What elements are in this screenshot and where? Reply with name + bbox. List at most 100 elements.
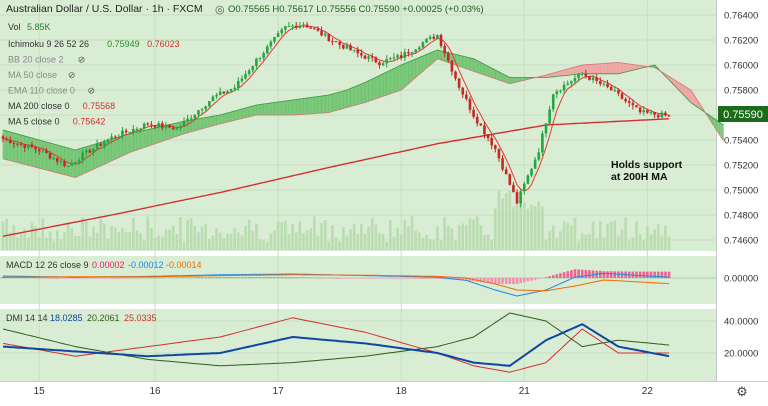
candles[interactable] bbox=[1, 21, 671, 208]
volume-bar bbox=[389, 220, 392, 250]
dmi-tick-label: 20.0000 bbox=[724, 349, 758, 360]
chart-title: Australian Dollar / U.S. Dollar · 1h · F… bbox=[6, 3, 203, 15]
candle-body bbox=[595, 77, 598, 81]
cloud-segment bbox=[140, 130, 145, 150]
candle-body bbox=[294, 25, 298, 28]
volume-bar bbox=[273, 230, 276, 250]
macd-histogram-bar bbox=[157, 277, 160, 279]
candle-body bbox=[494, 145, 497, 149]
volume-bar bbox=[392, 236, 396, 250]
volume-bar bbox=[562, 221, 566, 250]
candle-body bbox=[649, 112, 653, 114]
macd-histogram-bar bbox=[439, 278, 443, 279]
macd-histogram-bar bbox=[88, 278, 92, 279]
macd-histogram-bar bbox=[48, 277, 52, 279]
macd-histogram-bar bbox=[153, 277, 157, 279]
volume-bar bbox=[519, 197, 522, 250]
volume-bar bbox=[559, 231, 562, 250]
cloud-segment bbox=[581, 64, 587, 75]
volume-bar bbox=[218, 232, 222, 250]
candle-body bbox=[45, 150, 48, 154]
volume-bar bbox=[667, 236, 671, 250]
candle-body bbox=[461, 87, 465, 95]
macd-histogram-bar bbox=[175, 277, 179, 278]
volume-bar bbox=[566, 222, 570, 250]
candle-body bbox=[584, 73, 588, 77]
cloud-segment bbox=[607, 62, 612, 75]
macd-histogram-bar bbox=[570, 270, 573, 278]
macd-histogram-bar bbox=[95, 278, 99, 279]
candle-body bbox=[620, 93, 624, 99]
volume-bar bbox=[305, 230, 309, 250]
indicator-legend[interactable]: Ichimoku 9 26 52 26 0.75949 0.76023 BB 20 c… bbox=[8, 39, 180, 127]
volume-bar bbox=[171, 225, 175, 250]
macd-histogram-bar bbox=[667, 271, 671, 278]
dmi-label[interactable]: DMI 14 14 bbox=[6, 313, 48, 323]
cloud-segment bbox=[625, 63, 630, 73]
cloud-segment bbox=[314, 96, 319, 114]
macd-histogram-bar bbox=[84, 278, 88, 279]
candle-body bbox=[280, 29, 284, 34]
volume-bar bbox=[37, 237, 41, 250]
macd-histogram-bar bbox=[566, 271, 570, 278]
candle-body bbox=[316, 28, 320, 31]
macd-histogram-bar bbox=[649, 271, 653, 278]
volume-bar bbox=[407, 226, 410, 250]
cloud-segment bbox=[589, 63, 594, 75]
candle-body bbox=[537, 152, 541, 160]
candle-body bbox=[16, 143, 19, 145]
volume-bar bbox=[609, 221, 613, 250]
volume-bar bbox=[74, 235, 77, 250]
volume-bar bbox=[113, 227, 117, 250]
eye-icon[interactable]: ◎ bbox=[215, 4, 225, 16]
volume-bar bbox=[168, 229, 171, 250]
candle-body bbox=[19, 143, 23, 145]
volume-bar bbox=[287, 234, 291, 250]
candle-body bbox=[345, 45, 349, 49]
candle-body bbox=[588, 76, 591, 80]
macd-histogram-bar bbox=[59, 278, 63, 279]
price-scale-bg[interactable] bbox=[716, 0, 768, 381]
candle-body bbox=[599, 80, 602, 84]
cloud-segment bbox=[31, 137, 36, 168]
candle-body bbox=[121, 130, 124, 137]
cloud-segment bbox=[245, 106, 250, 119]
macd-value-1: 0.00002 bbox=[92, 260, 125, 270]
macd-histogram-bar bbox=[81, 278, 84, 279]
macd-histogram-bar bbox=[541, 278, 544, 279]
candle-body bbox=[468, 98, 472, 110]
macd-histogram-bar bbox=[110, 278, 113, 279]
volume-bar bbox=[374, 224, 378, 250]
candle-body bbox=[132, 128, 135, 133]
volume-bar bbox=[276, 221, 280, 250]
macd-histogram-bar bbox=[276, 277, 280, 278]
cloud-segment bbox=[118, 135, 123, 158]
candle-body bbox=[175, 128, 179, 130]
indicator-value: 0.75568 bbox=[83, 101, 116, 111]
macd-histogram-bar bbox=[171, 277, 175, 278]
candle-body bbox=[352, 49, 356, 51]
candle-body bbox=[570, 81, 573, 84]
volume-bar bbox=[512, 206, 515, 250]
candle-body bbox=[501, 158, 504, 170]
volume-bar bbox=[153, 237, 157, 250]
macd-histogram-bar bbox=[124, 277, 128, 279]
candle-body bbox=[418, 47, 421, 50]
volume-bar bbox=[327, 241, 331, 250]
gear-icon[interactable]: ⚙ bbox=[736, 384, 748, 399]
volume-bar bbox=[200, 226, 204, 250]
cloud-segment bbox=[13, 132, 18, 163]
volume-bar bbox=[570, 225, 573, 250]
candle-body bbox=[59, 161, 63, 163]
candle-body bbox=[302, 24, 305, 26]
macd-histogram-bar bbox=[193, 277, 197, 278]
volume-bar bbox=[19, 233, 23, 250]
candle-body bbox=[23, 144, 27, 148]
volume-bar bbox=[265, 241, 269, 250]
macd-histogram-bar bbox=[349, 278, 352, 279]
candle-body bbox=[186, 118, 189, 122]
candle-body bbox=[48, 153, 52, 159]
macd-label[interactable]: MACD 12 26 close 9 bbox=[6, 260, 89, 270]
volume-bar bbox=[106, 238, 110, 250]
volume-bar bbox=[59, 239, 63, 250]
